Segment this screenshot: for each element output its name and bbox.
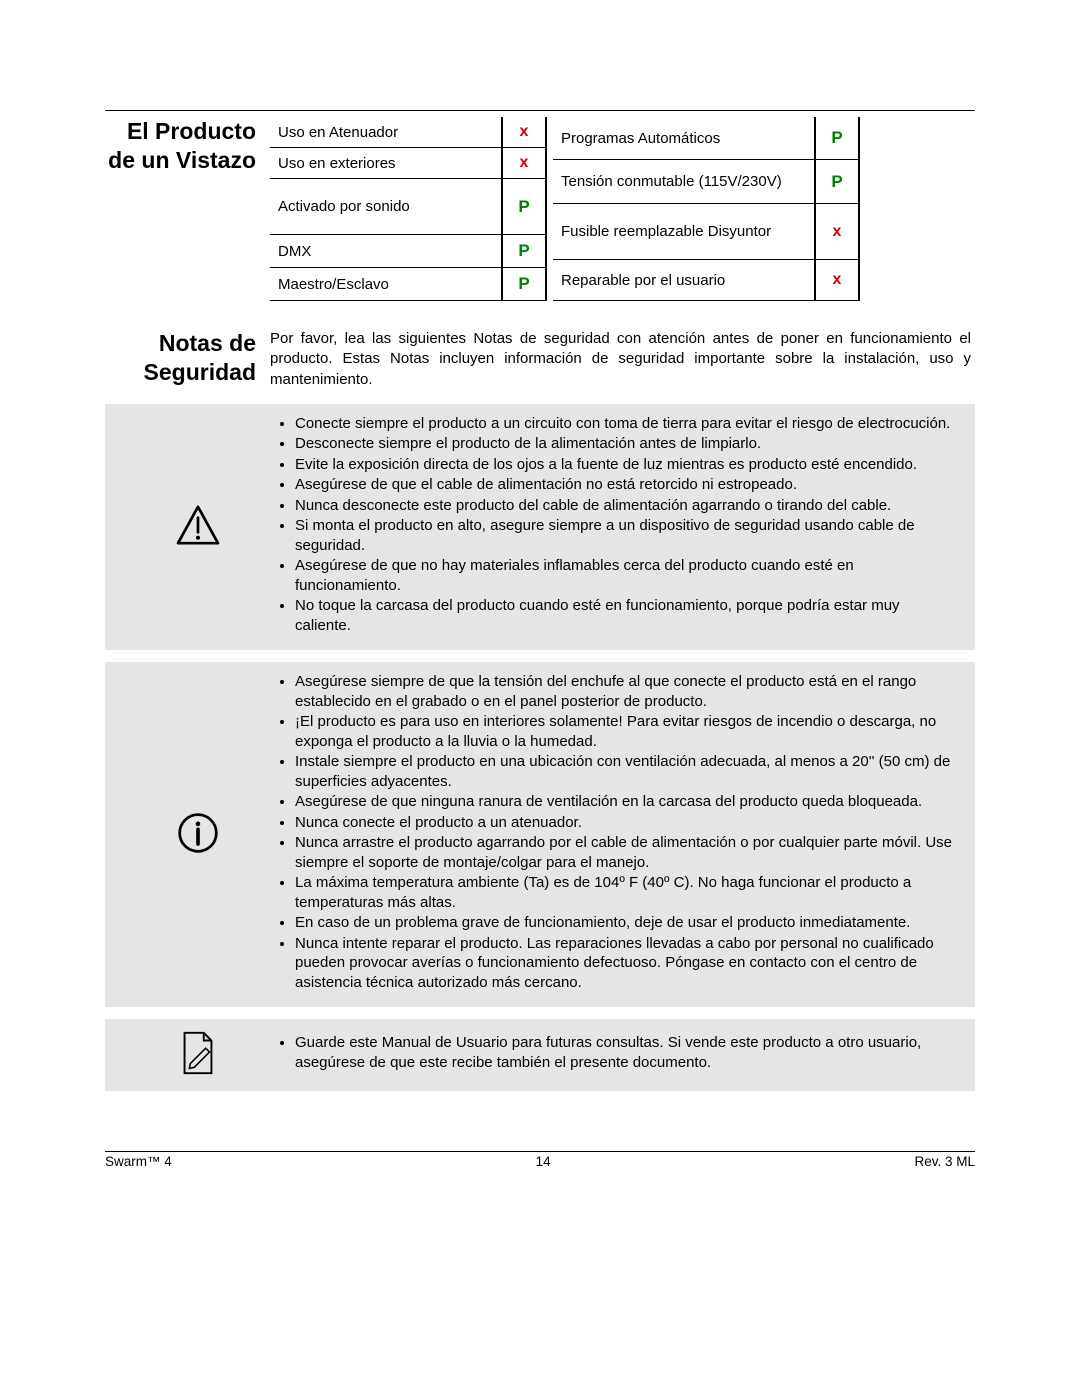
feature-mark: P (502, 235, 546, 268)
feature-table-right: Programas AutomáticosPTensión conmutable… (553, 117, 860, 301)
feature-mark: x (502, 117, 546, 148)
bullet-item: Instale siempre el producto en una ubica… (295, 752, 957, 791)
bullet-item: Desconecte siempre el producto de la ali… (295, 434, 957, 454)
section-safety-intro: Notas de Seguridad Por favor, lea las si… (105, 329, 975, 390)
feature-mark: P (815, 117, 859, 160)
footer-right: Rev. 3 ML (914, 1154, 975, 1169)
bullet-item: La máxima temperatura ambiente (Ta) es d… (295, 873, 957, 912)
feature-mark: x (502, 148, 546, 179)
document-pencil-icon (176, 1029, 220, 1077)
info-bullet-list: Asegúrese siempre de que la tensión del … (273, 672, 957, 993)
footer-left: Swarm™ 4 (105, 1154, 172, 1169)
bullet-item: Asegúrese de que ninguna ranura de venti… (295, 792, 957, 812)
feature-row: Tensión conmutable (115V/230V)P (553, 160, 859, 204)
bullet-item: Asegúrese siempre de que la tensión del … (295, 672, 957, 711)
feature-table-left: Uso en AtenuadorxUso en exterioresxActiv… (270, 117, 547, 301)
bullet-item: Asegúrese de que no hay materiales infla… (295, 556, 957, 595)
info-box: Asegúrese siempre de que la tensión del … (105, 662, 975, 1007)
bullet-item: Nunca desconecte este producto del cable… (295, 496, 957, 516)
page: El Producto de un Vistazo Uso en Atenuad… (0, 0, 1080, 1219)
feature-row: Programas AutomáticosP (553, 117, 859, 160)
heading-seguridad: Notas de Seguridad (105, 329, 270, 387)
feature-mark: x (815, 204, 859, 260)
bullet-item: Nunca intente reparar el producto. Las r… (295, 934, 957, 993)
feature-row: Maestro/EsclavoP (270, 268, 546, 301)
feature-row: Uso en exterioresx (270, 148, 546, 179)
heading-vistazo: El Producto de un Vistazo (105, 117, 270, 175)
warning-box: Conecte siempre el producto a un circuit… (105, 404, 975, 651)
feature-label: DMX (270, 235, 502, 268)
feature-row: Uso en Atenuadorx (270, 117, 546, 148)
bullet-item: Nunca conecte el producto a un atenuador… (295, 813, 957, 833)
feature-mark: P (815, 160, 859, 204)
feature-label: Programas Automáticos (553, 117, 815, 160)
feature-row: Reparable por el usuariox (553, 260, 859, 301)
feature-label: Reparable por el usuario (553, 260, 815, 301)
feature-row: Activado por sonidoP (270, 179, 546, 235)
bullet-item: Conecte siempre el producto a un circuit… (295, 414, 957, 434)
section-product-glance: El Producto de un Vistazo Uso en Atenuad… (105, 117, 975, 301)
feature-mark: P (502, 268, 546, 301)
document-note-box: Guarde este Manual de Usuario para futur… (105, 1019, 975, 1091)
warning-triangle-icon (176, 505, 220, 545)
feature-row: DMXP (270, 235, 546, 268)
feature-label: Uso en exteriores (270, 148, 502, 179)
info-circle-icon (176, 811, 220, 855)
bullet-item: Evite la exposición directa de los ojos … (295, 455, 957, 475)
document-bullet-list: Guarde este Manual de Usuario para futur… (273, 1033, 957, 1073)
page-footer: Swarm™ 4 14 Rev. 3 ML (105, 1152, 975, 1169)
bullet-item: No toque la carcasa del producto cuando … (295, 596, 957, 635)
bullet-item: ¡El producto es para uso en interiores s… (295, 712, 957, 751)
feature-label: Maestro/Esclavo (270, 268, 502, 301)
feature-row: Fusible reemplazable Disyuntorx (553, 204, 859, 260)
top-rule (105, 110, 975, 111)
bullet-item: Asegúrese de que el cable de alimentació… (295, 475, 957, 495)
bullet-item: Si monta el producto en alto, asegure si… (295, 516, 957, 555)
warning-icon-col (123, 505, 273, 545)
intro-paragraph: Por favor, lea las siguientes Notas de s… (270, 329, 975, 390)
feature-label: Uso en Atenuador (270, 117, 502, 148)
bullet-item: Nunca arrastre el producto agarrando por… (295, 833, 957, 872)
feature-label: Tensión conmutable (115V/230V) (553, 160, 815, 204)
bullet-item: Guarde este Manual de Usuario para futur… (295, 1033, 957, 1072)
feature-mark: x (815, 260, 859, 301)
info-icon-col (123, 811, 273, 855)
feature-tables: Uso en AtenuadorxUso en exterioresxActiv… (270, 117, 860, 301)
feature-label: Activado por sonido (270, 179, 502, 235)
document-icon-col (123, 1029, 273, 1077)
warning-bullet-list: Conecte siempre el producto a un circuit… (273, 414, 957, 637)
feature-label: Fusible reemplazable Disyuntor (553, 204, 815, 260)
bullet-item: En caso de un problema grave de funciona… (295, 913, 957, 933)
feature-mark: P (502, 179, 546, 235)
footer-page-number: 14 (536, 1154, 551, 1169)
